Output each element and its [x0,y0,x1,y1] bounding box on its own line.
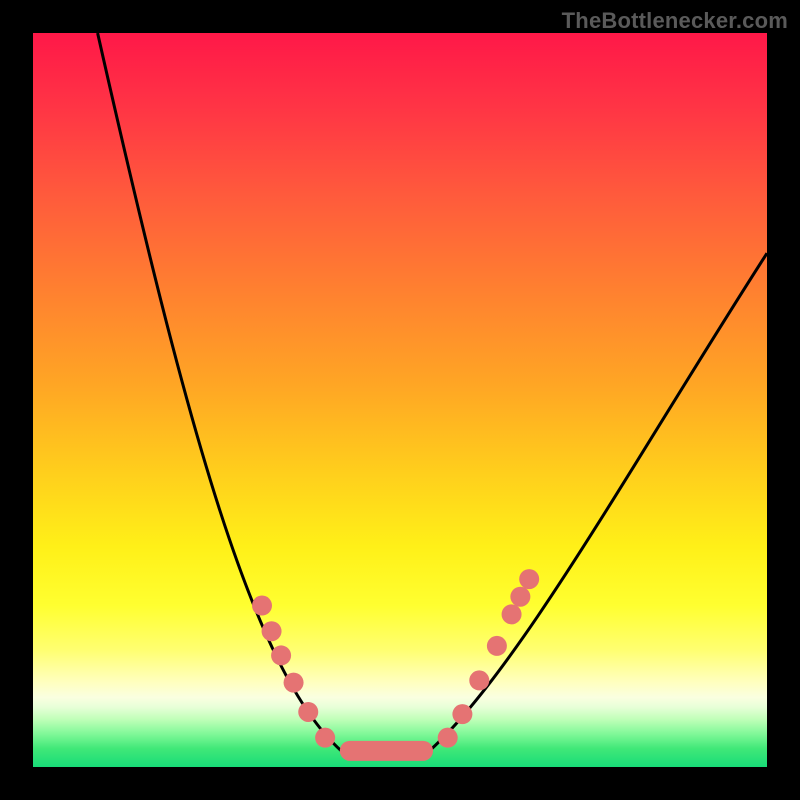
data-marker [469,670,489,690]
data-marker [271,645,291,665]
data-marker [315,728,335,748]
data-marker [438,728,458,748]
watermark-text: TheBottlenecker.com [562,8,788,34]
data-marker [510,587,530,607]
data-marker [298,702,318,722]
data-marker [262,621,282,641]
data-marker [452,704,472,724]
data-marker [252,596,272,616]
chart-frame: TheBottlenecker.com [0,0,800,800]
data-marker [502,604,522,624]
sweet-spot-bar [340,741,433,761]
data-marker [487,636,507,656]
data-marker [284,673,304,693]
gradient-background [33,33,767,767]
bottleneck-chart [33,33,767,767]
data-marker [519,569,539,589]
